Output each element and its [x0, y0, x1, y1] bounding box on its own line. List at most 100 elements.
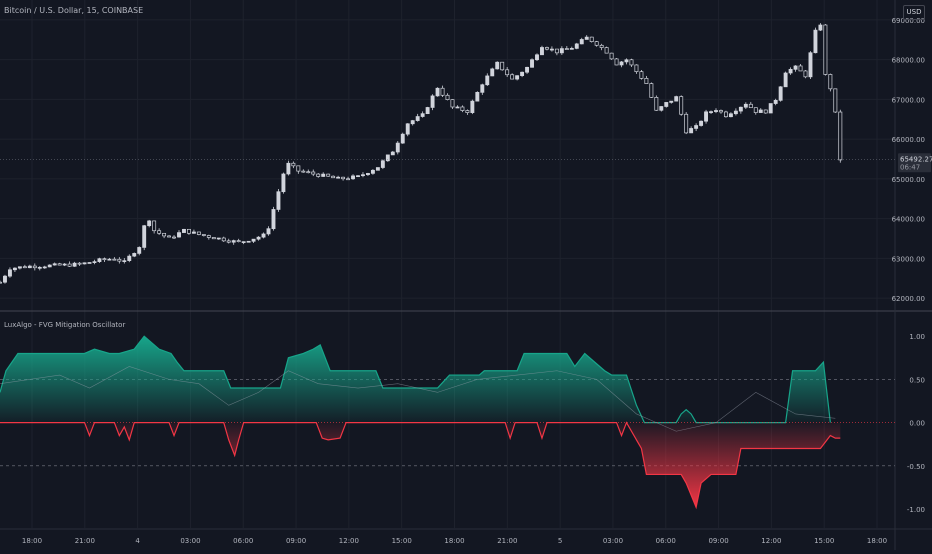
- candle-body: [480, 84, 485, 93]
- candle-body: [520, 71, 525, 76]
- candle-body: [594, 41, 599, 46]
- candle-body: [311, 171, 316, 175]
- time-tick-label: 09:00: [708, 537, 728, 545]
- candle-body: [22, 266, 27, 269]
- candle-body: [450, 99, 455, 108]
- price-tick-label: 66000.00: [892, 136, 925, 144]
- candle-body: [783, 72, 788, 88]
- candle-body: [236, 240, 241, 243]
- time-tick-label: 18:00: [22, 537, 42, 545]
- candle-body: [838, 111, 843, 161]
- candle-body: [743, 103, 748, 108]
- candle-body: [62, 263, 67, 266]
- candle-body: [714, 110, 718, 112]
- candle-body: [435, 87, 440, 97]
- time-tick-label: 12:00: [761, 537, 781, 545]
- candle-body: [828, 74, 833, 90]
- last-price-label: 65492.27: [900, 155, 932, 163]
- candle-body: [162, 232, 167, 237]
- candle-body: [157, 230, 162, 234]
- bearish-area: [0, 422, 841, 508]
- candle-body: [624, 59, 629, 63]
- candle-body: [201, 234, 206, 236]
- candle-body: [336, 176, 341, 179]
- candle-body: [7, 269, 12, 277]
- candle-body: [351, 175, 355, 180]
- candle-body: [356, 175, 360, 178]
- time-tick-label: 06:00: [656, 537, 676, 545]
- osc-tick-label: -1.00: [907, 506, 925, 514]
- candle-body: [544, 47, 549, 50]
- bullish-line: [0, 335, 831, 424]
- oscillator-axis[interactable]: 1.00 0.50 0.00 -0.50 -1.00: [907, 333, 925, 514]
- candle-body: [191, 231, 196, 234]
- bullish-area: [0, 336, 831, 423]
- candle-body: [266, 228, 271, 235]
- candle-body: [361, 174, 365, 177]
- candle-body: [112, 258, 117, 261]
- candle-body: [326, 173, 331, 177]
- candle-body: [604, 47, 609, 54]
- candle-body: [599, 44, 604, 48]
- price-tick-label: 68000.00: [892, 57, 925, 65]
- candle-body: [365, 173, 370, 176]
- candle-body: [256, 236, 261, 240]
- candle-body: [241, 241, 246, 243]
- candle-body: [758, 109, 763, 113]
- candle-body: [465, 110, 470, 113]
- price-axis[interactable]: 62000.00 63000.00 64000.00 65000.00 66000.00…: [892, 17, 925, 303]
- candle-body: [535, 54, 539, 61]
- candle-body: [425, 107, 430, 115]
- candle-body: [584, 36, 589, 40]
- candle-body: [738, 106, 743, 112]
- candle-body: [117, 258, 122, 262]
- candle-body: [12, 267, 17, 271]
- indicator-title[interactable]: LuxAlgo - FVG Mitigation Oscillator: [4, 321, 126, 329]
- candle-body: [689, 128, 694, 134]
- candle-body: [823, 24, 828, 75]
- candle-body: [206, 235, 211, 238]
- candle-body: [291, 162, 296, 167]
- candle-body: [540, 47, 544, 56]
- candle-body: [564, 48, 569, 50]
- candle-body: [500, 61, 505, 71]
- candle-body: [778, 86, 783, 101]
- symbol-title[interactable]: Bitcoin / U.S. Dollar, 15, COINBASE: [4, 6, 144, 15]
- candle-body: [728, 113, 733, 118]
- candle-body: [32, 265, 37, 269]
- candle-body: [793, 65, 798, 70]
- candle-body: [674, 96, 679, 102]
- candle-body: [147, 220, 152, 227]
- last-price-box: [898, 153, 931, 173]
- candle-body: [833, 88, 838, 113]
- candle-body: [211, 237, 216, 240]
- oscillator: [0, 335, 895, 510]
- candle-body: [301, 170, 306, 173]
- candle-body: [669, 100, 674, 103]
- candle-body: [47, 264, 52, 268]
- candle-body: [415, 116, 420, 121]
- candle-body: [261, 233, 266, 238]
- candle-body: [803, 70, 808, 78]
- candle-body: [445, 94, 450, 100]
- time-tick-label: 5: [558, 537, 562, 545]
- candle-body: [17, 266, 22, 269]
- candle-body: [316, 173, 321, 177]
- candle-body: [455, 106, 460, 109]
- candle-body: [395, 142, 400, 153]
- candle-body: [768, 103, 773, 114]
- candle-body: [37, 266, 42, 269]
- candle-body: [172, 236, 176, 239]
- candle-body: [579, 39, 584, 45]
- currency-button[interactable]: USD: [903, 5, 925, 20]
- candle-body: [753, 107, 758, 113]
- candles: [0, 23, 843, 284]
- candle-body: [644, 78, 649, 84]
- candle-body: [321, 173, 326, 177]
- time-axis[interactable]: 18:00 21:00 4 03:00 06:00 09:00 12:00 15:00 18:0…: [22, 537, 887, 545]
- candle-body: [167, 235, 172, 238]
- candle-body: [400, 133, 405, 144]
